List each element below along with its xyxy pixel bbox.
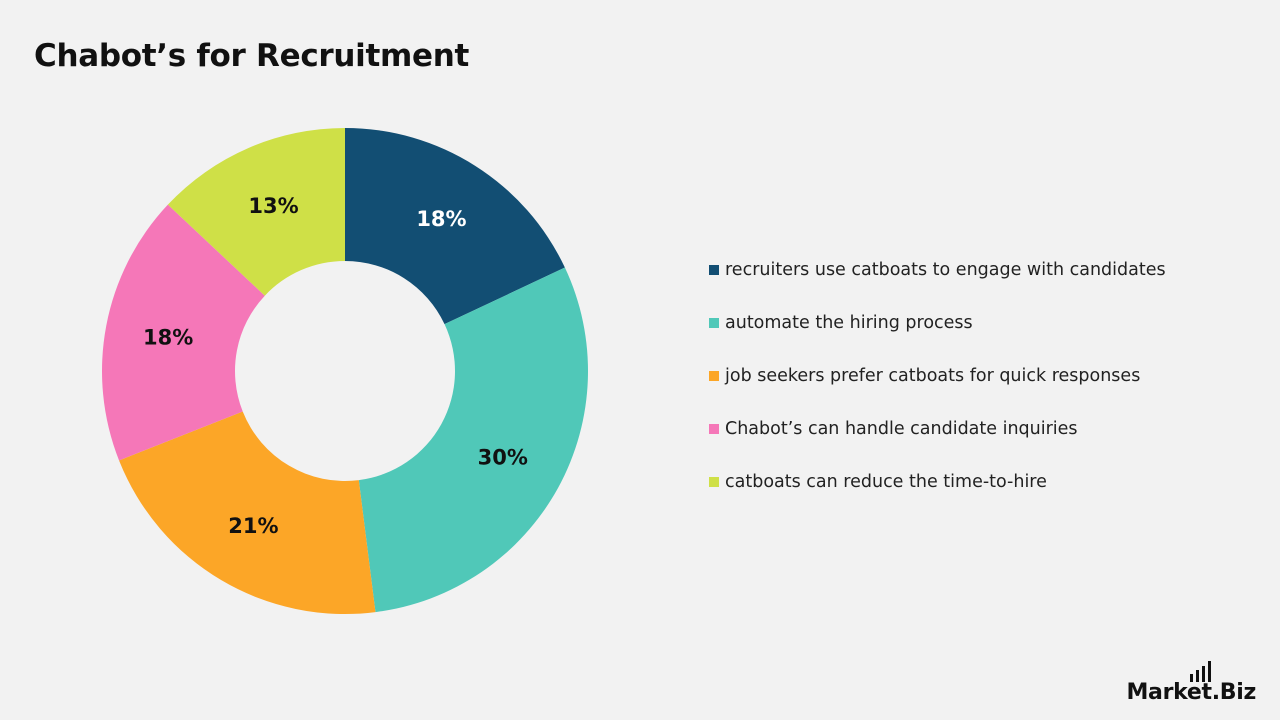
legend-label: catboats can reduce the time-to-hire bbox=[725, 471, 1047, 492]
donut-slice bbox=[102, 204, 265, 461]
slice-value-label: 30% bbox=[478, 446, 528, 470]
legend-swatch bbox=[709, 264, 719, 275]
bar-chart-icon bbox=[1190, 661, 1211, 682]
legend-label: automate the hiring process bbox=[725, 312, 973, 333]
legend-item: recruiters use catboats to engage with c… bbox=[709, 257, 1166, 282]
legend-item: automate the hiring process bbox=[709, 310, 1166, 335]
chart-legend: recruiters use catboats to engage with c… bbox=[709, 257, 1166, 522]
legend-swatch bbox=[709, 317, 719, 328]
legend-item: catboats can reduce the time-to-hire bbox=[709, 469, 1166, 494]
slice-value-label: 13% bbox=[248, 194, 298, 218]
legend-item: Chabot’s can handle candidate inquiries bbox=[709, 416, 1166, 441]
slice-value-label: 18% bbox=[143, 325, 193, 349]
legend-swatch bbox=[709, 476, 719, 487]
brand-name: Market.Biz bbox=[1126, 680, 1256, 705]
brand-logo: Market.Biz bbox=[1126, 661, 1256, 705]
legend-label: job seekers prefer catboats for quick re… bbox=[725, 365, 1141, 386]
legend-swatch bbox=[709, 423, 719, 434]
legend-label: recruiters use catboats to engage with c… bbox=[725, 259, 1166, 280]
legend-swatch bbox=[709, 370, 719, 381]
legend-label: Chabot’s can handle candidate inquiries bbox=[725, 418, 1078, 439]
legend-item: job seekers prefer catboats for quick re… bbox=[709, 363, 1166, 388]
donut-slice bbox=[358, 267, 588, 613]
slice-value-label: 21% bbox=[228, 514, 278, 538]
slice-value-label: 18% bbox=[416, 207, 466, 231]
donut-chart: 18% 30% 21% 18% 13% bbox=[102, 128, 588, 614]
chart-title: Chabot’s for Recruitment bbox=[34, 38, 470, 74]
donut-slice bbox=[119, 411, 376, 614]
donut-slice bbox=[167, 128, 345, 296]
donut-slice bbox=[345, 128, 565, 325]
